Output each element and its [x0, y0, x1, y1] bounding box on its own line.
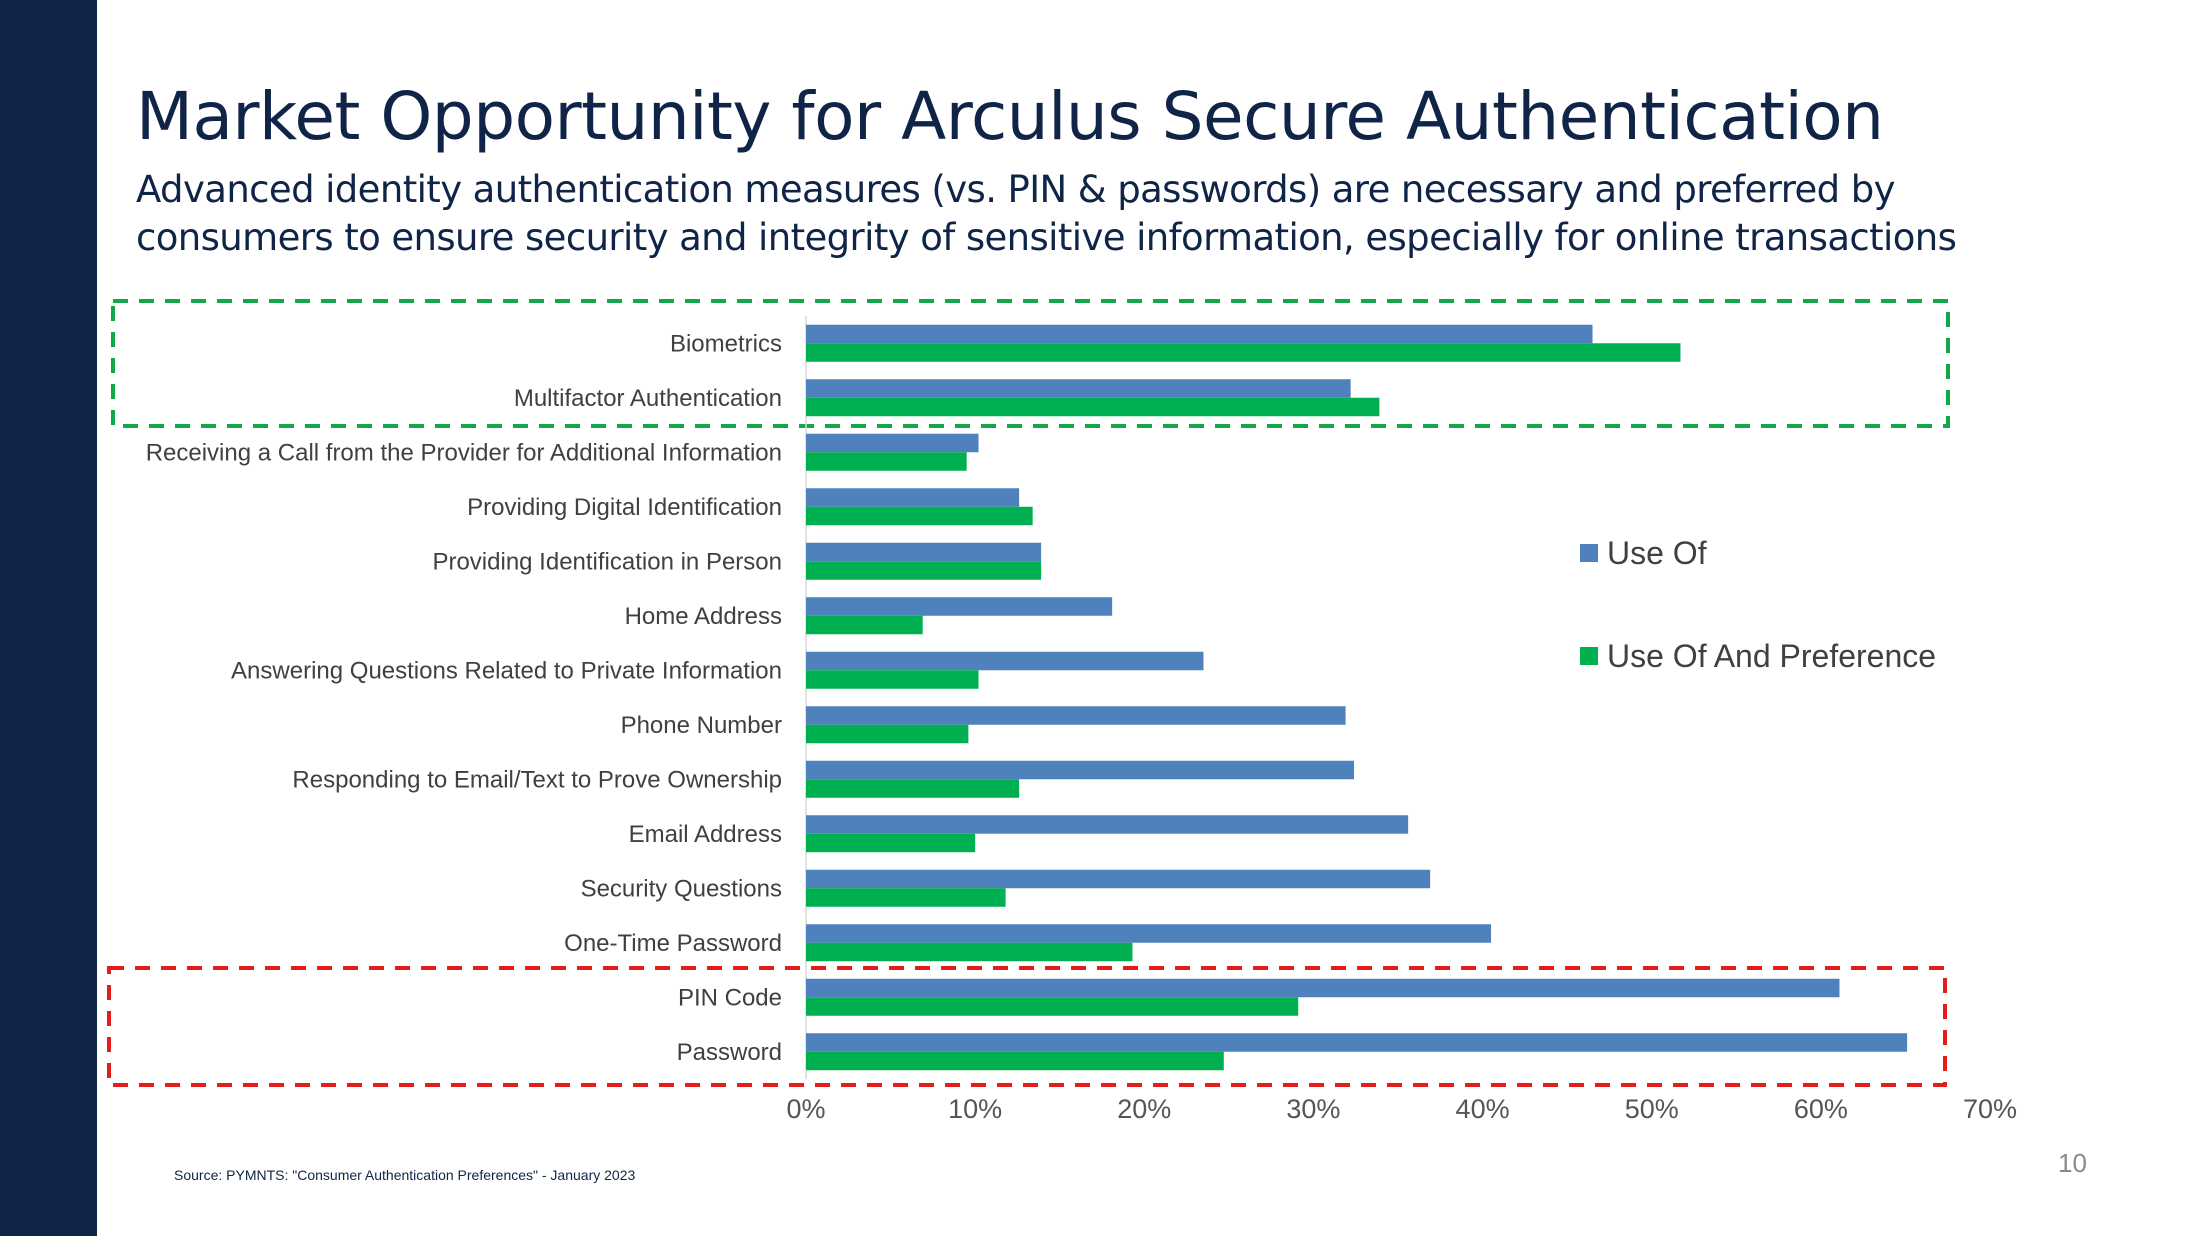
bar-use-of-multifactor-authentication: [806, 379, 1351, 398]
highlight-box-preferred-methods: [111, 299, 1950, 428]
bar-use-of-and-preference-responding-to-email-text-to-prove-ownership: [806, 779, 1020, 798]
x-tick-label-3: 30%: [1286, 1094, 1340, 1124]
category-label-pin-code: PIN Code: [678, 984, 782, 1011]
legend-label-use-of: Use Of: [1607, 535, 1707, 571]
bar-use-of-and-preference-providing-identification-in-person: [806, 561, 1042, 580]
bar-use-of-one-time-password: [806, 924, 1492, 943]
bar-use-of-and-preference-home-address: [806, 615, 923, 635]
slide-title: Market Opportunity for Arculus Secure Au…: [136, 78, 1884, 155]
legend-swatch-use-of-and-preference: [1580, 647, 1598, 665]
bar-use-of-providing-identification-in-person: [806, 542, 1042, 562]
x-tick-label-6: 60%: [1794, 1094, 1848, 1124]
legend-label-use-of-and-preference: Use Of And Preference: [1607, 638, 1936, 674]
bar-use-of-and-preference-pin-code: [806, 997, 1299, 1016]
legend-swatch-use-of: [1580, 544, 1598, 562]
bar-use-of-and-preference-multifactor-authentication: [806, 397, 1380, 417]
bar-use-of-and-preference-receiving-a-call-from-the-provider-for-additional-information: [806, 452, 967, 471]
x-tick-label-4: 40%: [1456, 1094, 1510, 1124]
bar-use-of-and-preference-one-time-password: [806, 942, 1133, 962]
category-label-providing-digital-identification: Providing Digital Identification: [467, 494, 782, 521]
bar-use-of-and-preference-providing-digital-identification: [806, 506, 1033, 526]
bar-use-of-and-preference-email-address: [806, 833, 976, 853]
bar-use-of-home-address: [806, 597, 1113, 616]
category-label-one-time-password: One-Time Password: [564, 930, 782, 957]
bar-use-of-and-preference-security-questions: [806, 888, 1006, 907]
source-note: Source: PYMNTS: "Consumer Authentication…: [174, 1167, 636, 1183]
bar-use-of-email-address: [806, 815, 1409, 834]
side-bar: [0, 0, 97, 1236]
bar-use-of-biometrics: [806, 324, 1593, 344]
subtitle-line-1: Advanced identity authentication measure…: [136, 168, 1896, 211]
bar-use-of-pin-code: [806, 978, 1840, 998]
page-number: 10: [2058, 1148, 2087, 1178]
bar-use-of-receiving-a-call-from-the-provider-for-additional-information: [806, 433, 979, 453]
bar-use-of-answering-questions-related-to-private-information: [806, 651, 1204, 671]
category-label-email-address: Email Address: [629, 821, 782, 848]
bar-use-of-and-preference-password: [806, 1051, 1224, 1071]
x-tick-label-2: 20%: [1117, 1094, 1171, 1124]
highlight-box-legacy-methods: [107, 966, 1947, 1087]
category-label-biometrics: Biometrics: [670, 330, 782, 357]
subtitle-line-2: consumers to ensure security and integri…: [136, 216, 1957, 259]
category-label-password: Password: [677, 1039, 782, 1066]
bar-use-of-and-preference-phone-number: [806, 724, 969, 744]
category-label-phone-number: Phone Number: [621, 712, 782, 739]
category-label-receiving-a-call-from-the-provider-for-additional-information: Receiving a Call from the Provider for A…: [146, 439, 782, 466]
bar-use-of-password: [806, 1033, 1908, 1052]
category-label-security-questions: Security Questions: [581, 875, 782, 902]
bar-use-of-and-preference-answering-questions-related-to-private-information: [806, 670, 979, 689]
x-tick-label-1: 10%: [948, 1094, 1002, 1124]
x-tick-label-7: 70%: [1963, 1094, 2017, 1124]
x-tick-label-0: 0%: [786, 1094, 825, 1124]
bar-use-of-responding-to-email-text-to-prove-ownership: [806, 760, 1355, 780]
category-label-providing-identification-in-person: Providing Identification in Person: [432, 548, 782, 575]
category-label-multifactor-authentication: Multifactor Authentication: [514, 385, 782, 412]
category-label-home-address: Home Address: [625, 603, 782, 630]
bar-use-of-security-questions: [806, 869, 1431, 889]
bar-use-of-and-preference-biometrics: [806, 343, 1681, 362]
category-label-responding-to-email-text-to-prove-ownership: Responding to Email/Text to Prove Owners…: [292, 766, 782, 793]
category-label-answering-questions-related-to-private-information: Answering Questions Related to Private I…: [231, 657, 782, 684]
slide-subtitle: Advanced identity authentication measure…: [136, 166, 2096, 262]
bar-use-of-phone-number: [806, 706, 1346, 725]
bar-use-of-providing-digital-identification: [806, 488, 1020, 507]
x-tick-label-5: 50%: [1625, 1094, 1679, 1124]
